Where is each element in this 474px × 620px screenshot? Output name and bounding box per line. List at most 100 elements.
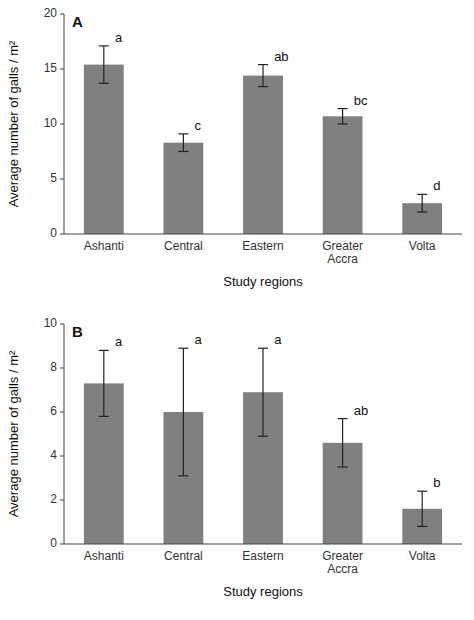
y-tick xyxy=(60,14,64,15)
y-tick xyxy=(60,412,64,413)
x-tick-label: Central xyxy=(164,549,203,563)
x-tick-label: Ashanti xyxy=(84,239,124,253)
error-cap xyxy=(417,211,427,212)
sig-label: a xyxy=(115,334,123,349)
x-tick-label: Central xyxy=(164,239,203,253)
y-tick xyxy=(60,234,64,235)
x-axis-label: Study regions xyxy=(223,274,303,289)
error-line xyxy=(422,491,423,526)
panel: acabbcd05101520AshantiCentralEasternGrea… xyxy=(6,6,462,289)
x-tick-label-line: Central xyxy=(164,549,203,563)
x-axis-line xyxy=(64,234,462,235)
y-tick-label: 0 xyxy=(50,226,57,240)
error-line xyxy=(103,350,104,416)
error-cap xyxy=(338,466,348,467)
error-cap xyxy=(99,350,109,351)
error-line xyxy=(262,348,263,436)
y-tick-label: 20 xyxy=(44,6,58,20)
error-line xyxy=(103,46,104,83)
error-cap xyxy=(338,123,348,124)
marks xyxy=(84,348,442,544)
x-tick-label-line: Accra xyxy=(327,562,358,576)
y-tick-label: 10 xyxy=(44,116,58,130)
y-tick-label: 4 xyxy=(50,448,57,462)
y-tick xyxy=(60,544,64,545)
error-cap xyxy=(99,83,109,84)
error-cap xyxy=(258,64,268,65)
error-cap xyxy=(178,133,188,134)
sig-label: b xyxy=(433,475,440,490)
error-line xyxy=(262,65,263,87)
sig-label: bc xyxy=(354,93,368,108)
y-axis-line xyxy=(64,324,65,544)
error-bar xyxy=(178,134,188,152)
error-cap xyxy=(417,194,427,195)
error-cap xyxy=(178,475,188,476)
x-tick-label-line: Eastern xyxy=(242,549,283,563)
error-cap xyxy=(417,491,427,492)
y-tick xyxy=(60,368,64,369)
sig-label: a xyxy=(115,30,123,45)
x-tick-label: GreaterAccra xyxy=(322,239,363,266)
error-cap xyxy=(258,436,268,437)
error-line xyxy=(422,194,423,212)
error-bar xyxy=(338,419,348,467)
error-bar xyxy=(99,46,109,83)
error-line xyxy=(183,348,184,476)
x-tick-label: Ashanti xyxy=(84,549,124,563)
error-cap xyxy=(338,108,348,109)
y-tick-label: 5 xyxy=(50,171,57,185)
error-cap xyxy=(338,418,348,419)
error-bar xyxy=(417,491,427,526)
x-tick-label-line: Volta xyxy=(409,549,436,563)
error-bar xyxy=(99,350,109,416)
error-bar xyxy=(178,348,188,476)
sig-label: a xyxy=(195,332,203,347)
error-bar xyxy=(417,194,427,212)
error-cap xyxy=(178,151,188,152)
x-axis-line xyxy=(64,544,462,545)
y-tick-label: 2 xyxy=(50,492,57,506)
error-bar xyxy=(258,348,268,436)
x-tick-label: GreaterAccra xyxy=(322,549,363,576)
y-tick-label: 15 xyxy=(44,61,58,75)
x-tick-label-line: Greater xyxy=(322,239,363,253)
x-axis-label: Study regions xyxy=(223,584,303,599)
y-tick xyxy=(60,324,64,325)
y-tick-label: 10 xyxy=(44,316,58,330)
x-tick-label-line: Accra xyxy=(327,252,358,266)
page: {"chart_data": [ {"type": "bar", "title"… xyxy=(0,0,474,620)
y-tick-label: 8 xyxy=(50,360,57,374)
error-cap xyxy=(258,86,268,87)
bar xyxy=(84,65,124,234)
error-line xyxy=(183,134,184,152)
sig-label: c xyxy=(195,118,202,133)
y-tick xyxy=(60,124,64,125)
x-tick-label-line: Ashanti xyxy=(84,239,124,253)
error-line xyxy=(342,419,343,467)
error-bar xyxy=(258,65,268,87)
error-cap xyxy=(178,348,188,349)
bar xyxy=(243,76,283,234)
error-cap xyxy=(99,45,109,46)
x-tick-label: Volta xyxy=(409,239,436,253)
error-cap xyxy=(417,526,427,527)
y-tick xyxy=(60,69,64,70)
bar xyxy=(164,143,204,234)
sig-label: d xyxy=(433,178,440,193)
marks xyxy=(84,46,442,234)
x-tick-label-line: Ashanti xyxy=(84,549,124,563)
error-line xyxy=(342,109,343,124)
panel-label: A xyxy=(72,13,83,30)
error-cap xyxy=(258,348,268,349)
panel: aaaabb0246810AshantiCentralEasternGreate… xyxy=(6,316,462,599)
bar xyxy=(323,116,363,234)
y-tick xyxy=(60,456,64,457)
x-tick-label-line: Volta xyxy=(409,239,436,253)
x-tick-label: Volta xyxy=(409,549,436,563)
x-tick-label-line: Greater xyxy=(322,549,363,563)
y-tick-label: 6 xyxy=(50,404,57,418)
panel-label: B xyxy=(72,323,83,340)
y-axis-label: Average number of galls / m² xyxy=(6,40,21,207)
y-axis-label: Average number of galls / m² xyxy=(6,350,21,517)
